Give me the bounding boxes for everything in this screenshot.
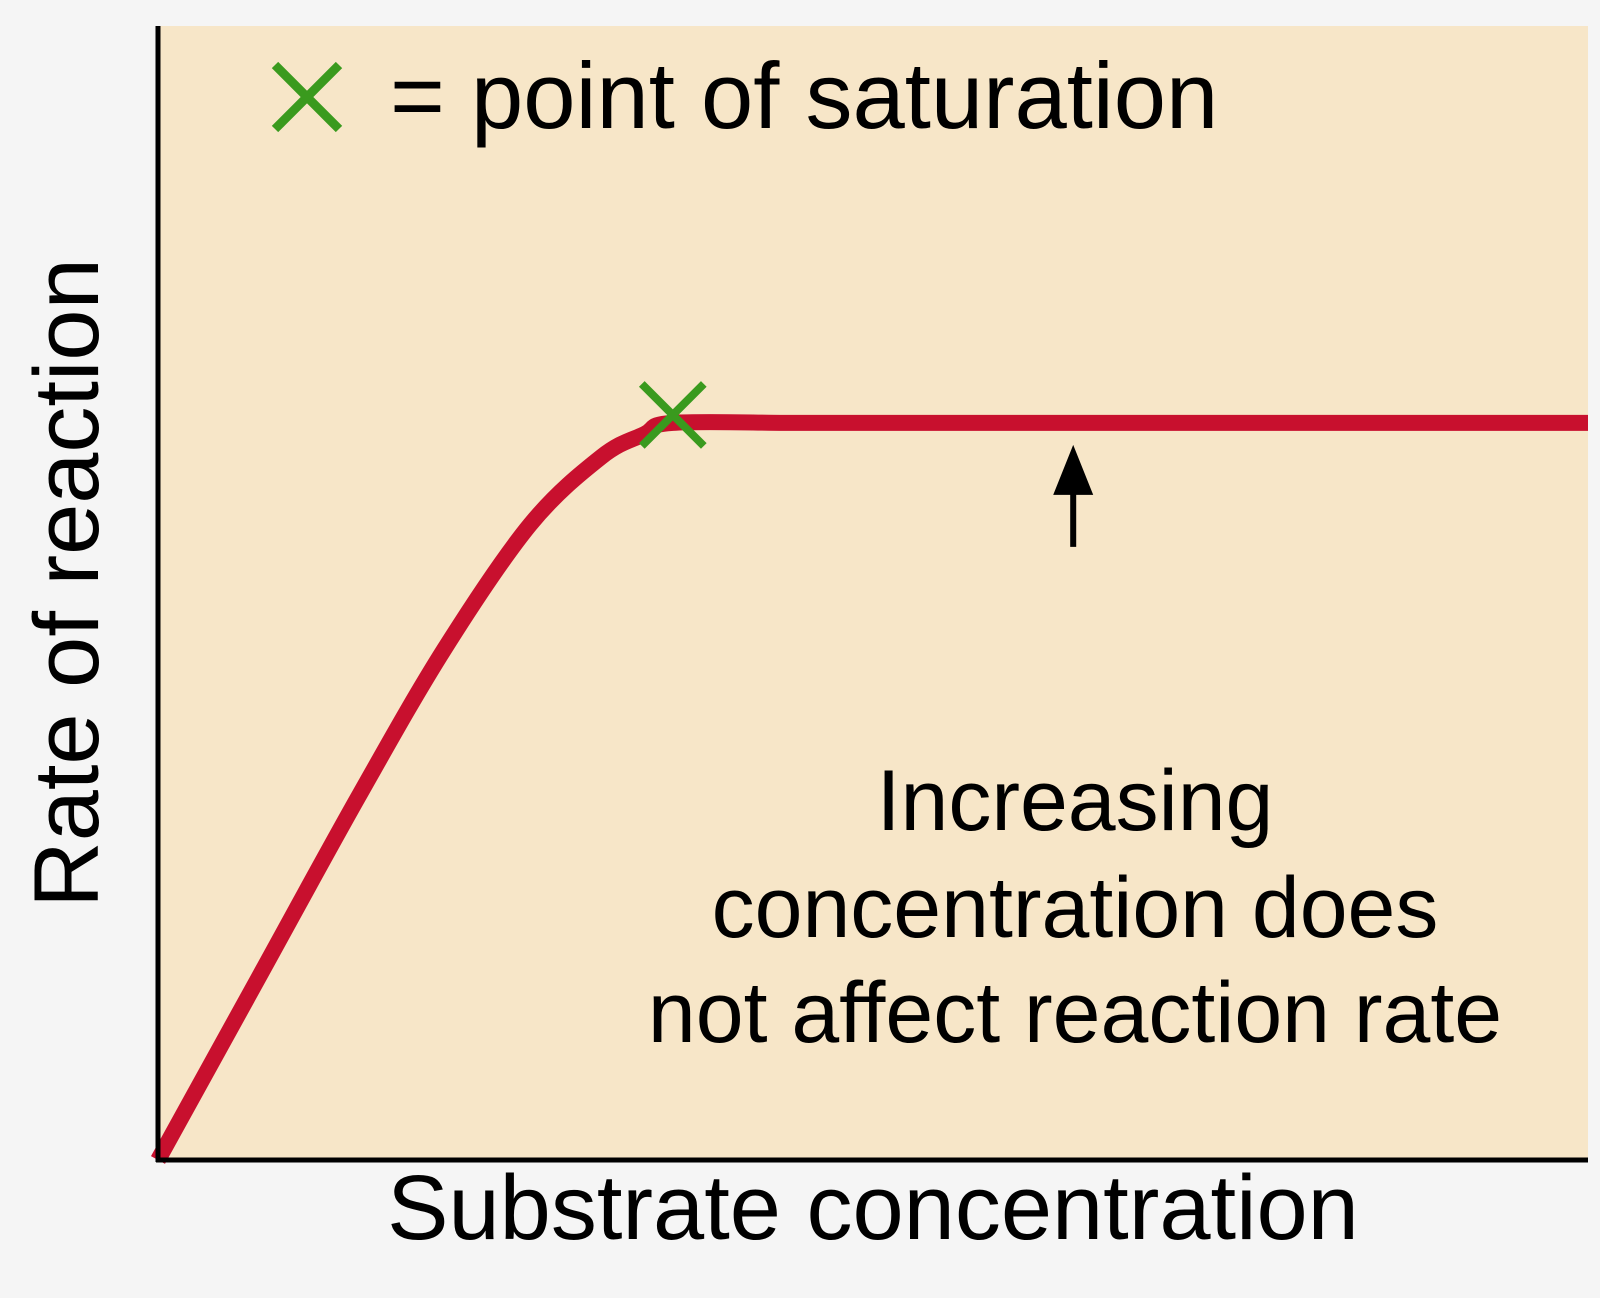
annotation: Increasing concentration does not affect r…	[648, 444, 1502, 1061]
cross-stroke-1	[271, 61, 343, 133]
cross-stroke-1	[638, 381, 707, 449]
annotation-line-1: concentration does	[712, 860, 1439, 956]
axes-layer	[155, 26, 1588, 1163]
series-line-0	[150, 414, 1589, 1164]
annotation-line-2: not affect reaction rate	[648, 965, 1502, 1061]
saturation-point-marker	[638, 381, 707, 449]
legend-label: = point of saturation	[390, 43, 1218, 148]
legend-cross-icon	[271, 61, 343, 133]
legend: = point of saturation	[271, 43, 1218, 148]
annotation-arrow-icon	[1053, 444, 1094, 547]
plot-area-background	[158, 26, 1588, 1160]
annotation-text: Increasing concentration does not affect r…	[648, 753, 1502, 1061]
series-layer	[150, 414, 1589, 1164]
annotation-line-0: Increasing	[877, 753, 1274, 849]
x-axis-label: Substrate concentration	[387, 1157, 1359, 1259]
y-axis-label: Rate of reaction	[16, 258, 118, 907]
